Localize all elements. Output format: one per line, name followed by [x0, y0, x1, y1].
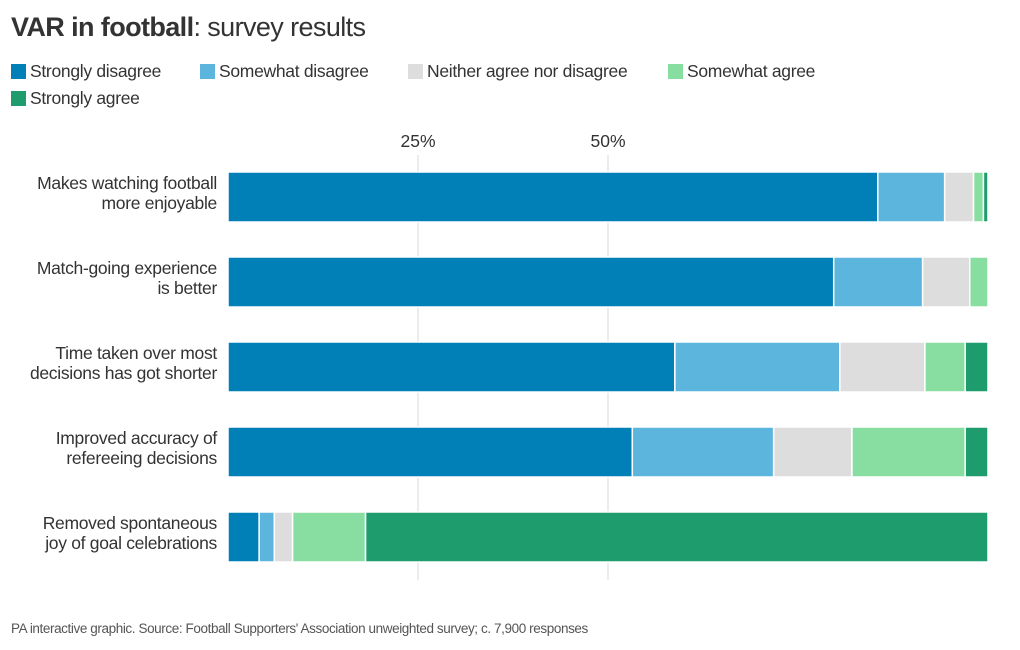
- legend-item-strongly-disagree: Strongly disagree: [11, 61, 161, 82]
- bar-segment: [851, 426, 966, 478]
- bar-segment: [227, 256, 835, 308]
- legend-item-somewhat-agree: Somewhat agree: [668, 61, 815, 82]
- legend-swatch: [408, 64, 423, 79]
- chart-title-rest: : survey results: [193, 12, 366, 42]
- category-label: more enjoyable: [102, 193, 217, 213]
- category-label: refereeing decisions: [66, 448, 217, 468]
- bar-segment: [969, 256, 989, 308]
- bar-segment: [972, 171, 985, 223]
- category-label: Removed spontaneous: [43, 513, 218, 533]
- bar-segment: [982, 171, 989, 223]
- x-tick-label: 50%: [590, 131, 625, 151]
- legend-swatch: [11, 64, 26, 79]
- bar-segment: [631, 426, 775, 478]
- category-label: Makes watching football: [37, 173, 217, 193]
- legend-label: Somewhat agree: [687, 61, 816, 81]
- legend-label: Neither agree nor disagree: [427, 61, 628, 81]
- category-label: joy of goal celebrations: [44, 533, 217, 553]
- bar-segment: [772, 426, 853, 478]
- bar-segment: [943, 171, 975, 223]
- legend-item-strongly-agree: Strongly agree: [11, 88, 140, 109]
- legend-item-somewhat-disagree: Somewhat disagree: [200, 61, 369, 82]
- bar-segment: [227, 511, 260, 563]
- legend-item-neither: Neither agree nor disagree: [408, 61, 628, 82]
- legend-label: Strongly agree: [30, 88, 140, 108]
- bar-segment: [258, 511, 276, 563]
- bar-segment: [924, 341, 966, 393]
- category-label: Improved accuracy of: [56, 428, 218, 448]
- chart-title-bold: VAR in football: [11, 12, 194, 42]
- bar-segment: [964, 426, 989, 478]
- bar-segment: [921, 256, 971, 308]
- bar-segment: [227, 171, 879, 223]
- bar-segment: [832, 256, 924, 308]
- category-label: Match-going experience: [37, 258, 217, 278]
- bar-segment: [877, 171, 946, 223]
- bar-segment: [839, 341, 926, 393]
- bar-segment: [227, 341, 676, 393]
- legend-label: Strongly disagree: [30, 61, 162, 81]
- legend-swatch: [200, 64, 215, 79]
- source-footnote: PA interactive graphic. Source: Football…: [11, 621, 588, 636]
- legend-swatch: [668, 64, 683, 79]
- bar-segment: [273, 511, 294, 563]
- legend-label: Somewhat disagree: [219, 61, 369, 81]
- bar-segment: [291, 511, 367, 563]
- bar-segment: [364, 511, 989, 563]
- category-label: is better: [157, 278, 217, 298]
- bar-segment: [674, 341, 841, 393]
- category-label: decisions has got shorter: [30, 363, 218, 383]
- bar-segment: [227, 426, 634, 478]
- x-tick-label: 25%: [400, 131, 435, 151]
- legend-swatch: [11, 91, 26, 106]
- bar-segment: [964, 341, 989, 393]
- chart-title: VAR in football: survey results: [11, 12, 366, 43]
- category-label: Time taken over most: [55, 343, 217, 363]
